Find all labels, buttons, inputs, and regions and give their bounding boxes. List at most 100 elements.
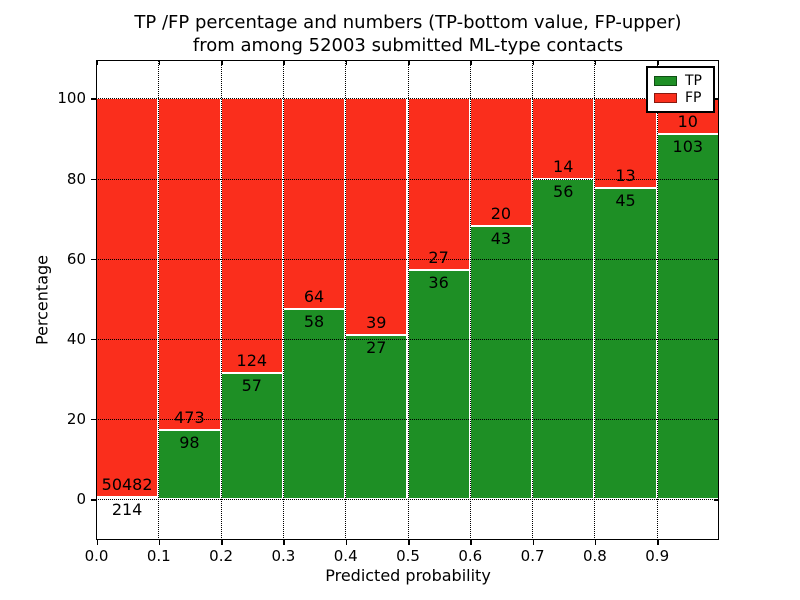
bar-label-tp: 43 [490,228,512,248]
bar-label-tp: 36 [428,273,449,293]
bar-label-fp: 124 [236,350,268,370]
bar-label-tp: 103 [672,136,704,156]
bar-label-tp: 98 [179,433,200,453]
gridline-vertical [532,60,534,540]
bar-label-tp: 57 [241,375,262,395]
x-tick-label: 0.1 [146,547,171,565]
gridline-vertical [345,60,347,540]
x-tick-mark-top [158,60,161,65]
bar-label-tp: 45 [615,191,636,211]
bar-segment-tp [594,188,657,499]
x-tick-label: 0.9 [645,547,670,565]
bar-label-fp: 27 [428,248,449,268]
bar-label-tp: 27 [366,338,387,358]
x-tick-mark [470,540,472,545]
bar-label-fp: 64 [303,286,325,306]
y-tick-mark [91,258,96,261]
fp-color-swatch-icon [654,93,677,104]
x-tick-mark [657,540,659,545]
x-tick-mark [221,540,223,545]
x-tick-label: 0.0 [84,547,109,565]
y-tick-mark [91,418,96,421]
gridline-vertical [469,60,471,540]
x-tick-mark [96,540,98,545]
legend-label-tp: TP [685,72,702,89]
x-tick-mark-top [470,60,472,65]
y-tick-mark [91,178,96,180]
x-tick-label: 0.2 [209,547,234,565]
bar-segment-fp [345,98,408,336]
bar-label-fp: 50482 [101,475,153,495]
x-tick-label: 0.5 [396,547,420,565]
bar-label-fp: 20 [490,203,512,223]
bar-segment-fp [282,98,346,309]
x-tick-mark [408,540,410,545]
chart-title-line2: from among 52003 submitted ML-type conta… [192,35,624,56]
legend: TP FP [646,66,715,113]
bar-segment-tp [345,335,408,499]
x-tick-label: 0.6 [458,547,483,565]
x-tick-mark [158,540,161,545]
x-tick-mark-top [345,60,348,65]
legend-item-tp: TP [654,74,707,88]
bar-label-tp: 214 [111,500,143,520]
bar-segment-fp [96,98,159,498]
bar-segment-fp [594,98,657,189]
x-tick-label: 0.3 [271,547,296,565]
x-tick-label: 0.7 [520,547,545,565]
bar-label-tp: 58 [303,311,325,331]
bar-label-tp: 56 [553,181,574,201]
y-tick-mark-right [714,338,719,341]
bar-segment-fp [158,98,221,431]
gridline-vertical [282,60,284,540]
y-tick-mark-right [714,499,719,501]
y-tick-mark-right [714,98,719,100]
x-tick-mark [594,540,597,545]
chart-title-line1: TP /FP percentage and numbers (TP-bottom… [134,12,682,33]
y-tick-mark-right [714,178,719,180]
bar-segment-tp [158,430,221,499]
bar-label-fp: 13 [615,166,636,186]
bar-label-fp: 39 [366,313,387,333]
plot-area: 50482 214 473 98 124 57 64 58 39 27 27 36 20 43 14 56 13… [96,60,719,540]
x-tick-mark-top [96,60,98,65]
bar-segment-fp [220,98,283,373]
y-tick-label: 20 [66,409,86,428]
x-tick-label: 0.4 [333,547,358,565]
x-tick-mark-top [532,60,535,65]
bar-segment-fp [532,98,595,179]
y-tick-mark [91,98,96,100]
bar-segment-tp [469,225,533,499]
x-tick-label: 0.8 [582,547,607,565]
y-tick-mark [91,338,96,341]
y-tick-label: 40 [66,329,86,348]
gridline-vertical [220,60,222,540]
y-tick-mark-right [714,418,719,421]
x-tick-mark-top [408,60,410,65]
gridline-vertical [158,60,160,540]
legend-label-fp: FP [685,90,702,107]
y-tick-label: 80 [66,169,86,188]
x-tick-mark [532,540,535,545]
x-tick-mark-top [221,60,223,65]
bar-segment-fp [407,98,470,271]
gridline-vertical [656,60,658,540]
legend-item-fp: FP [654,91,707,105]
y-tick-mark-right [714,258,719,261]
bar-segment-tp [656,133,719,499]
bar-label-fp: 473 [174,408,205,428]
x-tick-mark-top [657,60,659,65]
x-axis-label: Predicted probability [325,566,491,585]
bar-segment-tp [282,308,346,499]
y-tick-label: 60 [66,249,86,268]
bar-label-fp: 14 [553,156,574,176]
y-tick-label: 100 [57,89,86,108]
bar-label-fp: 10 [677,111,698,131]
bar-segment-tp [532,178,595,499]
gridline-vertical [594,60,596,540]
y-tick-mark [91,499,96,501]
x-tick-mark [345,540,348,545]
bar-segment-tp [407,270,470,499]
